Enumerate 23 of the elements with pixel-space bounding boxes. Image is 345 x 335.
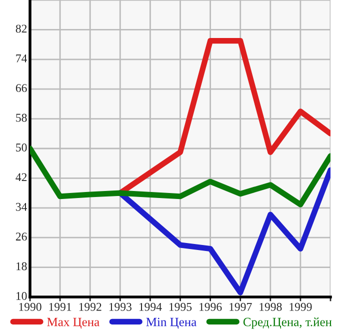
y-tick-label: 66	[16, 84, 27, 92]
x-tick-label: 1993	[109, 302, 132, 311]
y-tick-label: 42	[16, 173, 27, 182]
y-tick-label: 26	[16, 232, 27, 241]
y-tick-label: 34	[16, 202, 28, 211]
legend-label: Сред.Цена, т.йен	[243, 318, 332, 329]
x-tick-label: 1998	[260, 302, 282, 311]
y-tick-label: 58	[16, 114, 27, 122]
y-tick-label: 10	[16, 292, 27, 300]
x-tick-label: 1994	[139, 302, 162, 311]
legend-label: Min Цена	[146, 318, 196, 329]
x-tick-label: 1990	[19, 302, 42, 311]
y-tick-label: 50	[16, 143, 27, 152]
x-tick-label: 1995	[169, 302, 192, 311]
x-tick-label: 1997	[230, 302, 252, 311]
y-tick-label: 18	[16, 262, 27, 270]
x-tick-label: 1991	[49, 302, 72, 311]
legend-label: Max Цена	[47, 318, 100, 329]
x-tick-label: 1992	[79, 302, 102, 311]
x-tick-label: 1999	[290, 302, 312, 311]
y-tick-label: 82	[16, 24, 27, 33]
y-tick-label: 74	[16, 54, 28, 62]
x-tick-label: 1996	[200, 302, 222, 311]
